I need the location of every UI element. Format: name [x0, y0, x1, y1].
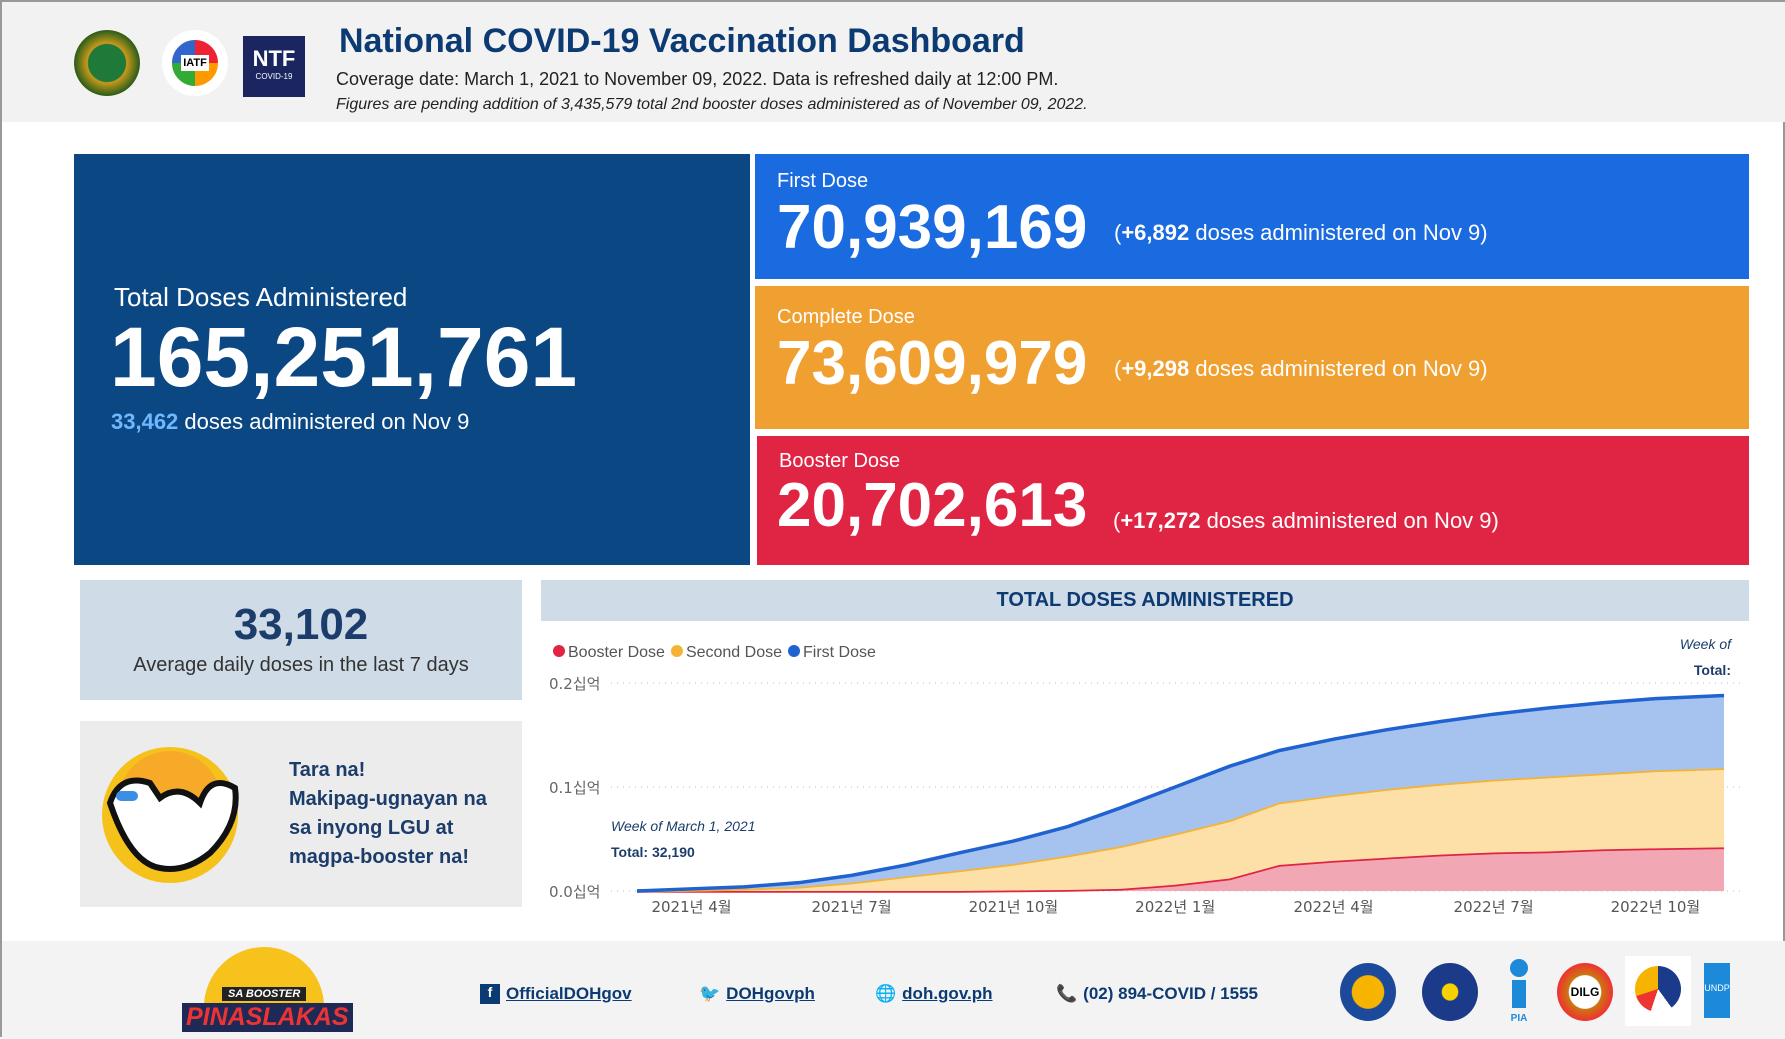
x-tick-label: 2021년 10월	[969, 898, 1059, 916]
x-tick-label: 2022년 10월	[1611, 898, 1701, 916]
total-doses-card: Total Doses Administered 165,251,761 33,…	[74, 154, 750, 565]
legend-marker	[553, 645, 565, 657]
facebook-link[interactable]: f OfficialDOHgov	[480, 984, 632, 1004]
booster-promo: Tara na! Makipag-ugnayan na sa inyong LGU …	[80, 721, 522, 907]
first-dose-value: 70,939,169	[777, 193, 1088, 262]
x-tick-label: 2021년 7월	[812, 898, 892, 916]
flexed-arm-icon	[102, 747, 239, 883]
legend-marker	[670, 645, 683, 657]
complete-dose-delta: (+9,298 doses administered on Nov 9)	[1114, 356, 1488, 381]
tooltip-total: Total: 32,190	[611, 844, 695, 860]
pending-note: Figures are pending addition of 3,435,57…	[336, 96, 1088, 113]
area-booster-dose	[637, 847, 1724, 891]
government-seal	[1422, 963, 1478, 1021]
area-first-dose	[637, 695, 1724, 891]
chart-title: TOTAL DOSES ADMINISTERED	[541, 580, 1749, 621]
doh-logo	[74, 30, 140, 96]
legend-label: Booster Dose	[568, 644, 665, 661]
coverage-date: Coverage date: March 1, 2021 to November…	[336, 69, 1059, 89]
tooltip-total: Total:	[1694, 662, 1731, 678]
website-link[interactable]: 🌐 doh.gov.ph	[875, 984, 993, 1003]
total-doses-chart[interactable]: 0.0십억 0.1십억 0.2십억 2021년 4월 2021년 7월 2021년 10월…	[541, 628, 1749, 924]
tooltip-title: Week of March 1, 2021	[611, 818, 755, 834]
x-tick-label: 2022년 4월	[1293, 898, 1373, 916]
pcoo-seal	[1340, 963, 1396, 1021]
total-daily: 33,462 doses administered on Nov 9	[111, 409, 470, 434]
dict-logo	[1625, 956, 1691, 1026]
y-tick-label: 0.2십억	[549, 675, 600, 693]
booster-dose-card: Booster Dose 20,702,613 (+17,272 doses a…	[757, 436, 1749, 565]
complete-dose-label: Complete Dose	[777, 306, 915, 328]
first-dose-card: First Dose 70,939,169 (+6,892 doses admi…	[755, 154, 1749, 279]
undp-logo: UNDP	[1704, 963, 1730, 1018]
promo-text: Tara na! Makipag-ugnayan na sa inyong LGU …	[289, 759, 487, 868]
average-label: Average daily doses in the last 7 days	[133, 654, 469, 676]
dilg-seal: DILG	[1557, 963, 1613, 1021]
ntf-logo: NTF COVID-19	[243, 36, 305, 97]
total-value: 165,251,761	[110, 310, 578, 404]
booster-dose-delta: (+17,272 doses administered on Nov 9)	[1113, 508, 1499, 533]
y-tick-label: 0.0십억	[549, 883, 600, 901]
header: IATF NTF COVID-19 National COVID-19 Vacci…	[2, 2, 1785, 122]
twitter-icon: 🐦	[699, 984, 721, 1003]
phone-contact: 📞 (02) 894-COVID / 1555	[1056, 984, 1258, 1003]
average-value: 33,102	[233, 600, 369, 649]
page-title: National COVID-19 Vaccination Dashboard	[339, 22, 1025, 60]
complete-dose-card: Complete Dose 73,609,979 (+9,298 doses a…	[755, 286, 1749, 429]
legend-label: First Dose	[803, 644, 876, 661]
globe-icon: 🌐	[875, 984, 897, 1003]
complete-dose-value: 73,609,979	[777, 329, 1088, 398]
tooltip-title: Week of	[1680, 636, 1733, 652]
booster-dose-value: 20,702,613	[777, 471, 1088, 540]
booster-dose-label: Booster Dose	[779, 450, 901, 472]
total-label: Total Doses Administered	[114, 282, 408, 312]
twitter-link[interactable]: 🐦 DOHgovph	[699, 984, 815, 1003]
x-tick-label: 2021년 4월	[651, 898, 731, 916]
legend-label: Second Dose	[686, 644, 782, 661]
facebook-icon: f	[480, 984, 500, 1004]
pinaslakas-logo: SA BOOSTER PINASLAKAS	[182, 947, 353, 1035]
pia-logo: PIA	[1507, 959, 1531, 1026]
x-tick-label: 2022년 7월	[1454, 898, 1534, 916]
line-first-dose	[636, 693, 1725, 893]
iatf-logo: IATF	[162, 30, 228, 96]
legend-marker	[788, 645, 800, 657]
area-second-dose	[637, 768, 1724, 891]
phone-icon: 📞	[1056, 984, 1078, 1003]
x-tick-label: 2022년 1월	[1135, 898, 1215, 916]
first-dose-label: First Dose	[777, 170, 869, 192]
y-tick-label: 0.1십억	[549, 779, 600, 797]
footer: SA BOOSTER PINASLAKAS f OfficialDOHgov 🐦 D…	[2, 941, 1785, 1039]
first-dose-delta: (+6,892 doses administered on Nov 9)	[1114, 220, 1488, 245]
average-daily-card: 33,102 Average daily doses in the last 7…	[80, 580, 522, 700]
